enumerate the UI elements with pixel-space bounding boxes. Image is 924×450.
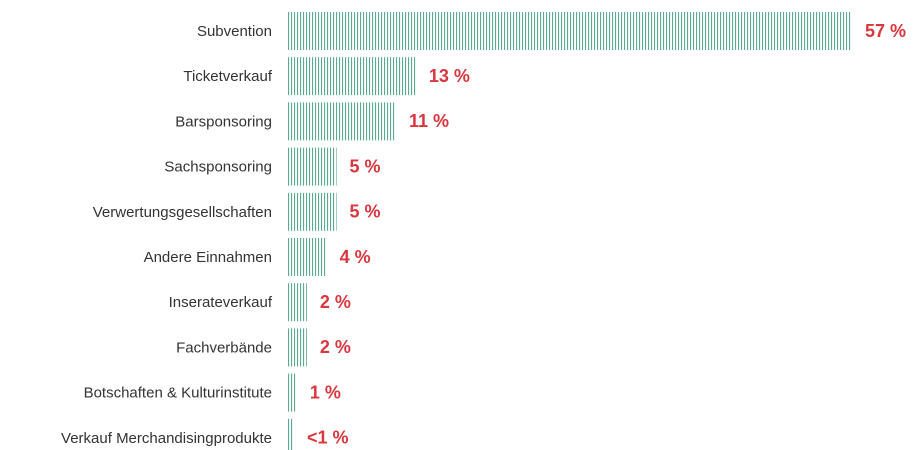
value-label: <1 %: [307, 428, 349, 448]
bar: [287, 238, 327, 276]
category-label: Fachverbände: [176, 339, 272, 356]
category-label: Andere Einnahmen: [144, 249, 272, 266]
bar: [287, 418, 294, 450]
value-label: 11 %: [409, 111, 449, 131]
bar: [287, 192, 337, 231]
category-label: Subvention: [197, 23, 272, 40]
bar: [287, 373, 297, 412]
bar: [287, 283, 307, 322]
category-label: Barsponsoring: [175, 113, 272, 130]
value-label: 5 %: [350, 202, 381, 222]
category-label: Verwertungsgesellschaften: [93, 204, 272, 221]
value-label: 5 %: [350, 156, 381, 176]
value-label: 57 %: [865, 21, 906, 41]
value-label: 1 %: [310, 382, 341, 402]
value-label: 2 %: [320, 337, 351, 357]
bar: [287, 102, 397, 141]
category-label: Inserateverkauf: [169, 294, 273, 311]
category-label: Botschaften & Kulturinstitute: [84, 385, 272, 402]
value-label: 4 %: [340, 247, 371, 267]
category-label: Verkauf Merchandisingprodukte: [61, 430, 272, 447]
bar: [287, 12, 852, 50]
category-label: Sachsponsoring: [164, 159, 272, 176]
bar: [287, 147, 337, 186]
bar: [287, 328, 307, 367]
category-label: Ticketverkauf: [183, 68, 272, 85]
value-label: 2 %: [320, 292, 351, 312]
value-label: 13 %: [429, 66, 470, 86]
bar: [287, 57, 416, 96]
